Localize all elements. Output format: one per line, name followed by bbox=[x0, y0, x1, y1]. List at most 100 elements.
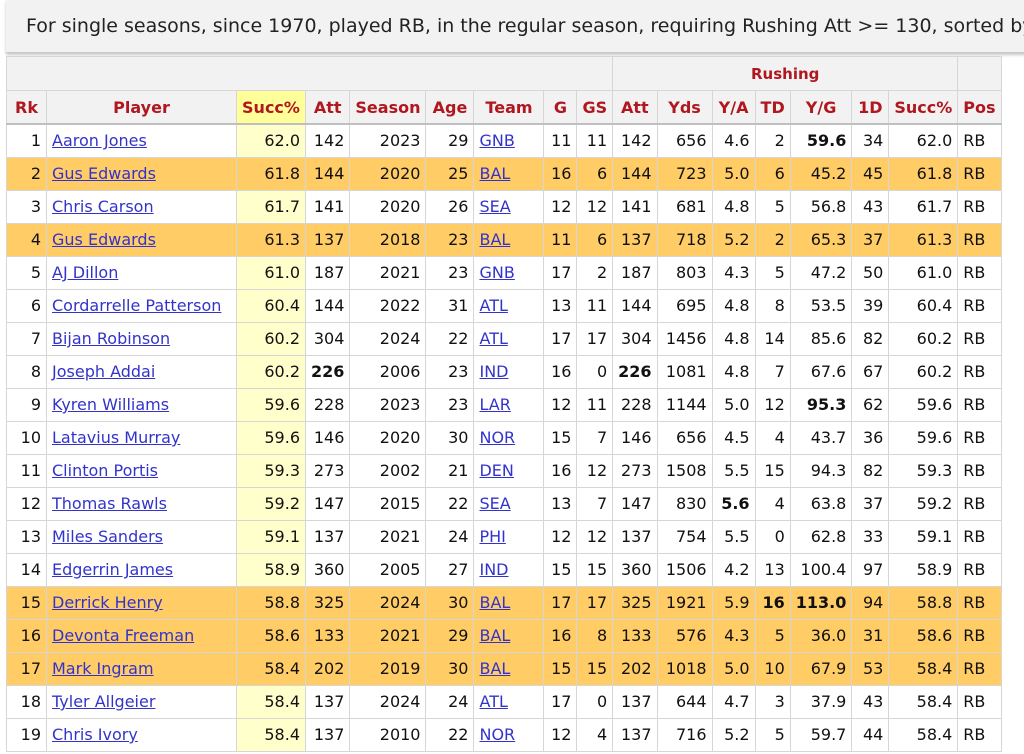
player-link[interactable]: Mark Ingram bbox=[52, 659, 154, 678]
cell-rush-ya: 4.8 bbox=[711, 189, 756, 224]
table-row: 7 Bijan Robinson 60.2 304 2024 22 ATL 17 17 304 14… bbox=[6, 321, 1002, 356]
player-link[interactable]: Chris Carson bbox=[52, 197, 154, 216]
player-link[interactable]: Aaron Jones bbox=[52, 131, 147, 151]
cell-rush-td: 6 bbox=[754, 156, 791, 191]
col-header-pos[interactable]: Pos bbox=[957, 90, 1002, 125]
table-row: 19 Chris Ivory 58.4 137 2010 22 NOR 12 4 137 716 5.… bbox=[6, 717, 1002, 752]
cell-rush-1d: 97 bbox=[851, 552, 890, 587]
col-header-rush-yds[interactable]: Yds bbox=[656, 90, 713, 125]
team-link[interactable]: GNB bbox=[479, 263, 515, 282]
cell-succ-pct: 59.1 bbox=[236, 519, 306, 554]
cell-pos: RB bbox=[957, 519, 1002, 554]
cell-gs: 8 bbox=[576, 618, 614, 653]
team-link[interactable]: IND bbox=[479, 560, 509, 579]
team-link[interactable]: ATL bbox=[479, 692, 508, 711]
player-link[interactable]: Kyren Williams bbox=[52, 395, 170, 414]
cell-rush-succ-pct: 61.3 bbox=[888, 222, 959, 257]
cell-pos: RB bbox=[957, 255, 1002, 290]
col-header-succ-pct[interactable]: Succ% bbox=[236, 90, 306, 125]
col-header-season[interactable]: Season bbox=[349, 90, 427, 125]
cell-rush-att: 137 bbox=[612, 684, 658, 719]
player-link[interactable]: AJ Dillon bbox=[52, 263, 119, 282]
player-link[interactable]: Chris Ivory bbox=[52, 725, 138, 744]
cell-season: 2019 bbox=[349, 651, 427, 686]
cell-rush-att: 273 bbox=[612, 453, 658, 488]
col-header-rush-ya[interactable]: Y/A bbox=[711, 90, 756, 125]
team-link[interactable]: LAR bbox=[479, 395, 511, 414]
col-header-rk[interactable]: Rk bbox=[6, 90, 47, 125]
col-header-player[interactable]: Player bbox=[46, 90, 237, 125]
team-link[interactable]: NOR bbox=[479, 428, 516, 447]
cell-rush-yg: 62.8 bbox=[789, 519, 853, 554]
cell-pos: RB bbox=[957, 486, 1002, 521]
col-header-age[interactable]: Age bbox=[425, 90, 475, 125]
player-link[interactable]: Devonta Freeman bbox=[52, 626, 195, 645]
cell-g: 15 bbox=[543, 552, 578, 587]
team-link[interactable]: BAL bbox=[479, 164, 511, 183]
cell-g: 13 bbox=[543, 288, 578, 323]
cell-player: AJ Dillon bbox=[46, 255, 237, 290]
cell-succ-pct: 60.2 bbox=[236, 321, 306, 356]
cell-rush-att: 228 bbox=[612, 387, 658, 422]
team-link[interactable]: PHI bbox=[479, 527, 506, 546]
cell-rush-ya: 4.8 bbox=[711, 321, 756, 356]
team-link[interactable]: SEA bbox=[479, 494, 511, 513]
cell-rush-ya: 5.5 bbox=[711, 453, 756, 488]
team-link[interactable]: DEN bbox=[479, 461, 514, 480]
player-link[interactable]: Miles Sanders bbox=[52, 527, 163, 546]
table-row: 17 Mark Ingram 58.4 202 2019 30 BAL 15 15 202 1018… bbox=[6, 651, 1002, 686]
team-link[interactable]: BAL bbox=[479, 593, 511, 612]
cell-rush-succ-pct: 59.6 bbox=[888, 420, 959, 455]
cell-rush-td: 0 bbox=[754, 519, 791, 554]
player-link[interactable]: Thomas Rawls bbox=[52, 494, 167, 513]
cell-rk: 10 bbox=[6, 420, 47, 455]
cell-g: 17 bbox=[543, 585, 578, 620]
cell-pos: RB bbox=[957, 354, 1002, 389]
col-header-rush-succ-pct[interactable]: Succ% bbox=[888, 90, 959, 125]
player-link[interactable]: Joseph Addai bbox=[52, 362, 156, 381]
team-link[interactable]: IND bbox=[479, 362, 509, 381]
cell-gs: 7 bbox=[576, 420, 614, 455]
player-link[interactable]: Cordarrelle Patterson bbox=[52, 296, 222, 315]
team-link[interactable]: SEA bbox=[479, 197, 511, 216]
col-header-g[interactable]: G bbox=[543, 90, 578, 125]
player-link[interactable]: Derrick Henry bbox=[52, 593, 163, 612]
team-link[interactable]: BAL bbox=[479, 626, 511, 645]
col-header-team[interactable]: Team bbox=[473, 90, 545, 125]
cell-rk: 6 bbox=[6, 288, 47, 323]
col-header-rush-att[interactable]: Att bbox=[612, 90, 658, 125]
player-link[interactable]: Bijan Robinson bbox=[52, 329, 171, 348]
cell-rush-td: 10 bbox=[754, 651, 791, 686]
team-link[interactable]: ATL bbox=[479, 329, 508, 348]
col-header-rush-td[interactable]: TD bbox=[754, 90, 791, 125]
cell-rush-att: 133 bbox=[612, 618, 658, 653]
cell-pos: RB bbox=[957, 684, 1002, 719]
cell-rush-yds: 830 bbox=[656, 486, 713, 521]
team-link[interactable]: GNB bbox=[479, 131, 515, 151]
cell-rk: 9 bbox=[6, 387, 47, 422]
col-header-rush-yg[interactable]: Y/G bbox=[789, 90, 853, 125]
player-link[interactable]: Tyler Allgeier bbox=[52, 692, 156, 711]
team-link[interactable]: ATL bbox=[479, 296, 508, 315]
cell-pos: RB bbox=[957, 717, 1002, 752]
col-header-gs[interactable]: GS bbox=[576, 90, 614, 125]
cell-gs: 0 bbox=[576, 354, 614, 389]
player-link[interactable]: Edgerrin James bbox=[52, 560, 174, 579]
col-header-rush-1d[interactable]: 1D bbox=[851, 90, 890, 125]
team-link[interactable]: NOR bbox=[479, 725, 516, 744]
team-link[interactable]: BAL bbox=[479, 230, 511, 249]
cell-rush-succ-pct: 59.3 bbox=[888, 453, 959, 488]
cell-rush-yg: 59.6 bbox=[789, 123, 853, 158]
player-link[interactable]: Clinton Portis bbox=[52, 461, 158, 480]
cell-rush-1d: 36 bbox=[851, 420, 890, 455]
player-link[interactable]: Gus Edwards bbox=[52, 164, 156, 183]
cell-att: 146 bbox=[304, 420, 351, 455]
cell-att: 202 bbox=[304, 651, 351, 686]
player-link[interactable]: Latavius Murray bbox=[52, 428, 181, 447]
cell-rush-ya: 5.9 bbox=[711, 585, 756, 620]
header-group-blank bbox=[5, 56, 614, 91]
player-link[interactable]: Gus Edwards bbox=[52, 230, 156, 249]
cell-rush-1d: 44 bbox=[851, 717, 890, 752]
team-link[interactable]: BAL bbox=[479, 659, 511, 678]
col-header-att[interactable]: Att bbox=[304, 90, 351, 125]
